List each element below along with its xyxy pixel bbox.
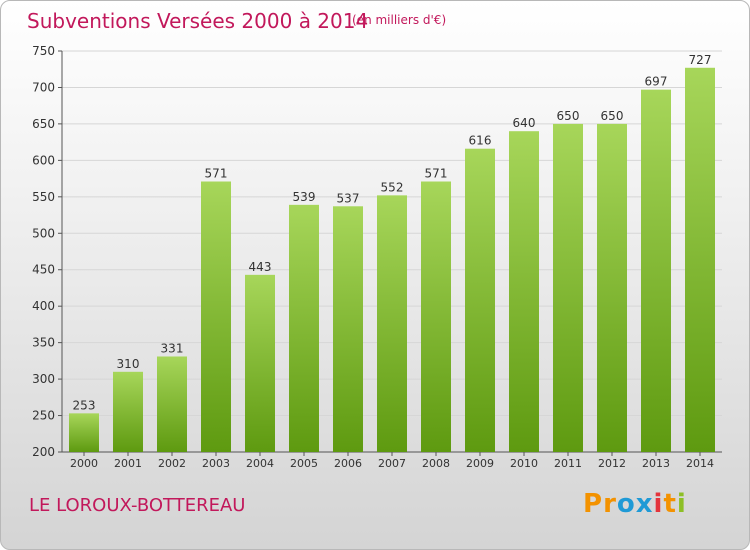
x-tick-label: 2014 [686, 457, 714, 470]
y-tick-label: 350 [32, 336, 55, 350]
data-label: 650 [601, 109, 624, 123]
x-tick-label: 2012 [598, 457, 626, 470]
y-tick-label: 500 [32, 226, 55, 240]
y-tick-label: 750 [32, 44, 55, 58]
data-label: 616 [469, 134, 492, 148]
bar [245, 274, 275, 452]
y-tick-label: 450 [32, 263, 55, 277]
bar [113, 371, 143, 452]
bar [685, 67, 715, 452]
logo-letter: i [653, 489, 664, 519]
x-tick-label: 2000 [70, 457, 98, 470]
logo-letter: x [635, 489, 654, 519]
bar [641, 89, 671, 452]
x-tick-label: 2004 [246, 457, 274, 470]
data-label: 697 [645, 75, 668, 89]
y-tick-label: 300 [32, 372, 55, 386]
x-tick-label: 2011 [554, 457, 582, 470]
data-label: 640 [513, 116, 536, 130]
data-label: 331 [161, 341, 184, 355]
x-tick-label: 2013 [642, 457, 670, 470]
y-tick-label: 400 [32, 299, 55, 313]
bar [333, 206, 363, 452]
x-tick-label: 2010 [510, 457, 538, 470]
bar [597, 123, 627, 452]
x-tick-label: 2005 [290, 457, 318, 470]
bar [553, 123, 583, 452]
x-tick-label: 2009 [466, 457, 494, 470]
data-label: 727 [689, 53, 712, 67]
proxiti-logo[interactable]: Proxiti [583, 489, 687, 519]
x-tick-label: 2007 [378, 457, 406, 470]
logo-letter: P [583, 489, 604, 519]
data-label: 537 [337, 191, 360, 205]
x-tick-label: 2008 [422, 457, 450, 470]
y-tick-label: 250 [32, 409, 55, 423]
bar [421, 181, 451, 453]
y-tick-label: 550 [32, 190, 55, 204]
y-tick-label: 650 [32, 117, 55, 131]
y-tick-label: 700 [32, 80, 55, 94]
x-tick-label: 2002 [158, 457, 186, 470]
data-label: 650 [557, 109, 580, 123]
y-tick-label: 600 [32, 153, 55, 167]
data-label: 539 [293, 190, 316, 204]
logo-letter: t [663, 489, 677, 519]
x-tick-label: 2003 [202, 457, 230, 470]
bar [509, 131, 539, 452]
data-label: 443 [249, 260, 272, 274]
bar [465, 148, 495, 452]
logo-letter: o [616, 489, 636, 519]
chart-subtitle: (en milliers d'€) [352, 13, 447, 27]
y-tick-label: 200 [32, 445, 55, 459]
data-label: 571 [205, 167, 228, 181]
bar [201, 181, 231, 453]
town-name: LE LOROUX-BOTTEREAU [29, 495, 246, 516]
logo-letter: r [603, 489, 617, 519]
x-tick-label: 2001 [114, 457, 142, 470]
logo-letter: i [676, 489, 687, 519]
bar [157, 356, 187, 452]
chart-title: Subventions Versées 2000 à 2014 [27, 9, 369, 33]
data-label: 552 [381, 180, 404, 194]
data-label: 253 [73, 398, 96, 412]
bar [377, 195, 407, 453]
bar [69, 413, 99, 452]
bar [289, 204, 319, 452]
x-tick-label: 2006 [334, 457, 362, 470]
data-label: 310 [117, 357, 140, 371]
data-label: 571 [425, 167, 448, 181]
